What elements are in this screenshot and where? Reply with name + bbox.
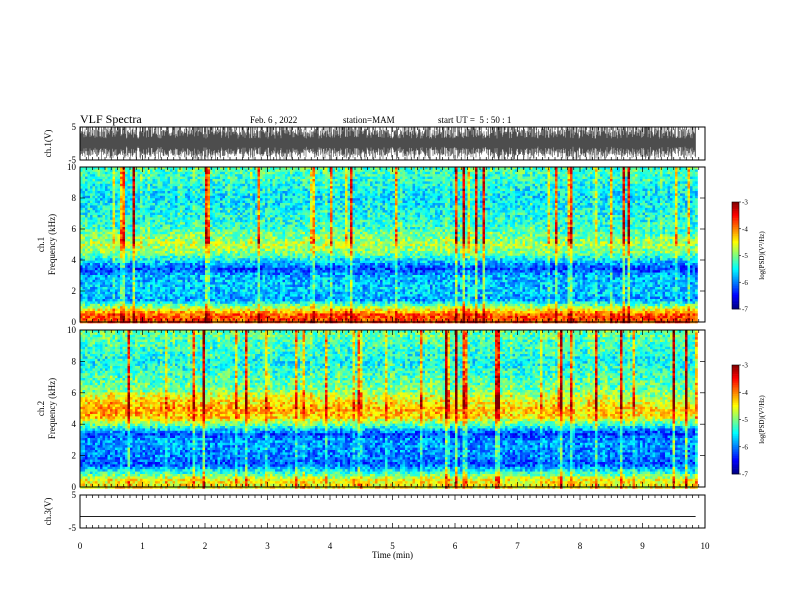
time-tick-8: 8	[578, 541, 583, 551]
ch1-colorbar-tick--3: -3	[742, 199, 748, 207]
ch3-ylabel: ch.3(V)	[43, 498, 53, 526]
ch2-spectrogram-cells	[80, 330, 698, 489]
ch3-waveform-panel: 5 -5 ch.3(V)	[43, 490, 705, 533]
time-tick-9: 9	[640, 541, 645, 551]
ch2-spectrogram-ytick-10: 10	[67, 325, 77, 335]
ch1-wave-ytick-5: 5	[72, 122, 77, 132]
ch3-ytick-5: 5	[72, 490, 77, 500]
ch1-spectrogram-channel-label: ch.1	[36, 237, 46, 252]
ch2-spectrogram-ytick-2: 2	[72, 451, 77, 461]
ch2-spectrogram-ytick-6: 6	[72, 388, 77, 398]
ch1-spectrogram-ytick-4: 4	[72, 255, 77, 265]
ch1-waveform-ylabel: ch.1(V)	[43, 130, 53, 158]
ch3-ytick--5: -5	[69, 523, 77, 533]
ch2-colorbar-tick--5: -5	[742, 416, 748, 424]
ch2-colorbar: -3 -4 -5 -6 -7 log(PSD)(V²/Hz)	[732, 362, 766, 479]
ch2-colorbar-label: log(PSD)(V²/Hz)	[758, 395, 766, 444]
time-tick-3: 3	[265, 541, 270, 551]
time-tick-7: 7	[515, 541, 520, 551]
ch1-spectrogram-ytick-2: 2	[72, 286, 77, 296]
time-tick-4: 4	[328, 541, 333, 551]
time-tick-6: 6	[453, 541, 458, 551]
ch2-spectrogram-ytick-8: 8	[72, 356, 77, 366]
ch2-colorbar-tick--6: -6	[742, 443, 748, 451]
ch1-colorbar-tick--7: -7	[742, 306, 748, 314]
ch2-colorbar-tick--3: -3	[742, 362, 748, 370]
ch2-spectrogram-channel-label: ch.2	[36, 401, 46, 416]
ch1-spectrogram-ytick-6: 6	[72, 224, 77, 234]
time-tick-10: 10	[701, 541, 711, 551]
ch1-colorbar-label: log(PSD)(V²/Hz)	[758, 231, 766, 280]
time-tick-1: 1	[140, 541, 145, 551]
ch1-colorbar-tick--4: -4	[742, 225, 748, 233]
ch1-spectrogram-ytick-10: 10	[67, 162, 77, 172]
time-tick-2: 2	[203, 541, 208, 551]
ch1-waveform-trace	[80, 127, 696, 160]
ch1-spectrogram-ylabel: Frequency (kHz)	[47, 214, 57, 275]
ch2-colorbar-gradient	[732, 365, 739, 474]
ch1-spectrogram-ytick-8: 8	[72, 193, 77, 203]
vlf-figure: 5-5ch.1(V) 0246810ch.1 Frequency (kHz) 02…	[0, 0, 792, 612]
ch1-waveform-panel: 5-5ch.1(V)	[43, 122, 705, 165]
time-tick-0: 0	[78, 541, 83, 551]
ch1-spectrogram-cells	[80, 167, 698, 323]
ch2-spectrogram-ytick-4: 4	[72, 419, 77, 429]
ch1-colorbar: -3 -4 -5 -6 -7 log(PSD)(V²/Hz)	[732, 199, 766, 314]
ch1-colorbar-gradient	[732, 202, 739, 309]
ch2-spectrogram-ylabel: Frequency (kHz)	[47, 378, 57, 439]
ch1-colorbar-tick--6: -6	[742, 279, 748, 287]
ch2-colorbar-tick--4: -4	[742, 389, 748, 397]
time-axis-label: Time (min)	[372, 550, 413, 560]
ch2-colorbar-tick--7: -7	[742, 471, 748, 479]
ch1-colorbar-tick--5: -5	[742, 252, 748, 260]
